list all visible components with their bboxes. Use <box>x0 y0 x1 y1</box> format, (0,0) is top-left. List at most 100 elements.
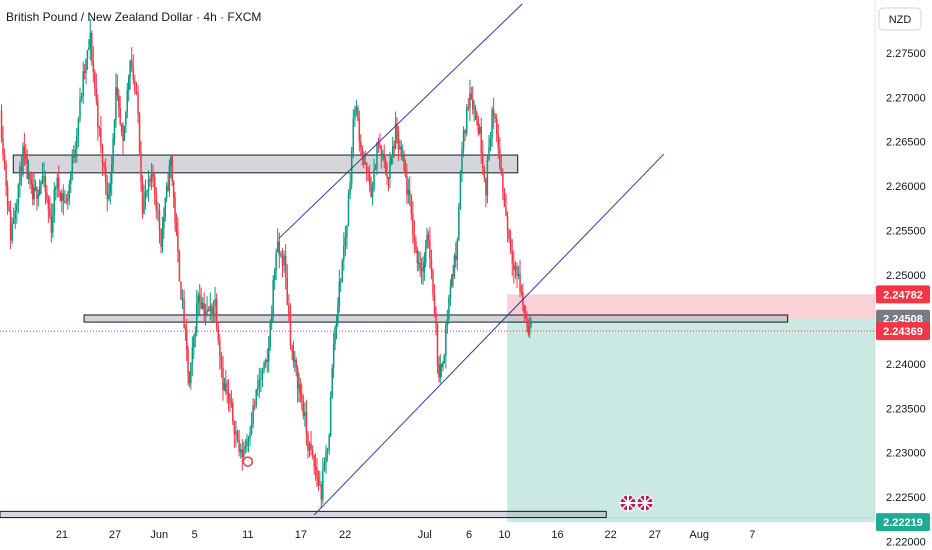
candle-body <box>77 118 80 136</box>
candle <box>478 123 481 135</box>
candle-body <box>399 146 401 150</box>
candle-body <box>264 359 267 364</box>
candle-body <box>325 451 327 463</box>
candle <box>492 97 495 130</box>
zone-upper[interactable] <box>12 154 519 174</box>
take-profit-zone[interactable] <box>507 318 875 523</box>
candle <box>470 86 473 100</box>
candle <box>337 297 339 327</box>
candle-body <box>232 402 234 422</box>
uk-flag-icon[interactable] <box>619 494 637 512</box>
candle-body <box>480 126 482 154</box>
candle <box>3 148 6 171</box>
candle <box>168 159 171 197</box>
candle-body <box>350 150 353 183</box>
price-badge: 2.24369 <box>876 322 930 341</box>
candle-body <box>235 431 237 435</box>
candle <box>193 334 195 359</box>
candle <box>403 150 405 173</box>
candle-body <box>22 146 24 175</box>
candle <box>349 172 351 200</box>
candle <box>26 149 28 180</box>
candle-body <box>163 217 165 229</box>
candle <box>49 196 51 219</box>
candle-body <box>116 87 119 96</box>
candle <box>288 293 290 323</box>
candle <box>144 179 147 210</box>
candle <box>64 190 66 204</box>
candle <box>319 470 321 486</box>
candle <box>442 360 444 371</box>
candle <box>422 256 424 285</box>
candle-body <box>288 304 290 317</box>
candle <box>238 429 240 457</box>
candle <box>476 110 478 126</box>
candle <box>5 160 7 197</box>
candle <box>227 379 230 412</box>
candle-body <box>439 363 442 378</box>
candle-body <box>386 172 388 178</box>
candle <box>301 383 303 411</box>
candle-body <box>9 210 12 241</box>
price-badge-label: 2.22219 <box>883 517 923 529</box>
candle <box>249 426 251 447</box>
candle-body <box>371 189 374 198</box>
uk-flag-icon[interactable] <box>636 494 654 512</box>
candle <box>126 82 129 119</box>
candle <box>527 318 530 337</box>
candle-body <box>296 367 299 389</box>
candle <box>362 151 365 169</box>
candle <box>100 116 102 154</box>
candle <box>257 374 259 397</box>
circle-marker[interactable] <box>242 456 254 467</box>
candle <box>71 149 74 181</box>
candle-body <box>249 433 251 439</box>
candle-body <box>503 191 506 208</box>
candle <box>130 47 133 73</box>
candle <box>20 155 23 186</box>
candle <box>392 136 394 165</box>
currency-box[interactable] <box>878 7 922 31</box>
candle <box>220 351 223 378</box>
candle <box>370 176 372 198</box>
candle-body <box>275 252 277 271</box>
candle <box>55 185 57 201</box>
trendline-channel-upper[interactable] <box>278 3 523 239</box>
candle <box>530 317 532 328</box>
candle-body <box>326 448 329 452</box>
candle-body <box>339 281 342 283</box>
candle <box>267 336 270 373</box>
candle <box>326 447 329 462</box>
candle-body <box>416 249 419 264</box>
x-tick-label: 21 <box>56 529 68 541</box>
candle-body <box>341 260 344 282</box>
candle-body <box>291 345 293 352</box>
candle-body <box>308 443 311 451</box>
candle-body <box>27 171 30 179</box>
candle-body <box>160 230 162 247</box>
candle <box>68 179 71 206</box>
candle <box>178 249 181 282</box>
trendline-channel-lower[interactable] <box>313 153 665 516</box>
candle <box>332 332 335 379</box>
candle <box>304 402 306 427</box>
candle <box>92 46 95 83</box>
candle <box>112 132 114 172</box>
candle <box>307 430 309 459</box>
candle-body <box>334 327 336 344</box>
candle <box>123 125 126 142</box>
candle <box>260 368 262 393</box>
candle-body <box>267 347 270 362</box>
zone-lower[interactable] <box>0 510 607 519</box>
candle <box>386 161 388 185</box>
candle-body <box>83 71 86 74</box>
candle <box>406 163 408 204</box>
candle-body <box>322 471 324 500</box>
candle-body <box>513 262 515 271</box>
candle <box>486 155 489 204</box>
candle <box>310 430 312 456</box>
candle-body <box>430 258 433 271</box>
candle <box>500 155 503 176</box>
